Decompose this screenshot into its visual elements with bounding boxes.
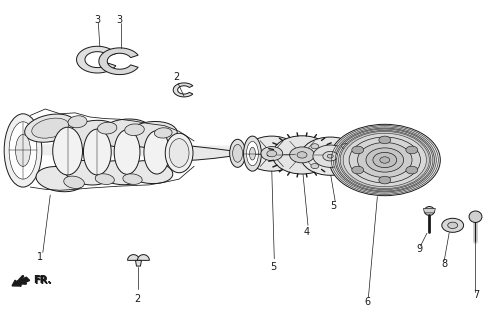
- Ellipse shape: [123, 174, 142, 184]
- Ellipse shape: [165, 133, 193, 173]
- Circle shape: [301, 137, 360, 175]
- Text: 5: 5: [331, 201, 337, 211]
- Circle shape: [267, 150, 277, 157]
- Circle shape: [311, 164, 319, 169]
- Circle shape: [342, 144, 350, 149]
- FancyArrow shape: [12, 277, 30, 286]
- Ellipse shape: [98, 119, 151, 147]
- Circle shape: [366, 148, 404, 172]
- Circle shape: [373, 152, 397, 168]
- Ellipse shape: [9, 122, 37, 179]
- Ellipse shape: [4, 114, 42, 187]
- Circle shape: [290, 147, 315, 163]
- Ellipse shape: [249, 147, 255, 160]
- Circle shape: [245, 136, 299, 171]
- Circle shape: [380, 157, 390, 163]
- Ellipse shape: [36, 166, 84, 192]
- Circle shape: [340, 131, 429, 189]
- Ellipse shape: [469, 211, 482, 222]
- Ellipse shape: [95, 174, 114, 184]
- Polygon shape: [173, 83, 193, 97]
- Circle shape: [337, 129, 433, 191]
- Circle shape: [349, 137, 420, 183]
- Ellipse shape: [114, 130, 140, 174]
- Circle shape: [442, 218, 464, 232]
- Polygon shape: [77, 46, 116, 73]
- Ellipse shape: [15, 134, 30, 166]
- Ellipse shape: [53, 127, 83, 175]
- Circle shape: [330, 124, 440, 196]
- Ellipse shape: [64, 176, 84, 188]
- Polygon shape: [138, 255, 150, 260]
- Ellipse shape: [230, 139, 246, 167]
- Text: 4: 4: [304, 227, 310, 237]
- Circle shape: [448, 222, 458, 228]
- Circle shape: [297, 152, 307, 158]
- Circle shape: [323, 151, 337, 161]
- Polygon shape: [136, 260, 142, 266]
- Ellipse shape: [126, 122, 177, 148]
- Ellipse shape: [32, 118, 69, 138]
- Circle shape: [313, 145, 347, 167]
- Circle shape: [379, 136, 391, 144]
- Ellipse shape: [83, 129, 111, 175]
- Circle shape: [406, 146, 418, 154]
- Ellipse shape: [65, 161, 110, 185]
- Ellipse shape: [424, 206, 434, 215]
- Circle shape: [379, 176, 391, 184]
- Text: 1: 1: [37, 252, 43, 262]
- Circle shape: [272, 136, 332, 174]
- Ellipse shape: [244, 136, 261, 171]
- Polygon shape: [423, 208, 435, 213]
- Circle shape: [343, 133, 426, 187]
- Polygon shape: [99, 48, 138, 75]
- Text: 8: 8: [441, 259, 447, 268]
- Ellipse shape: [247, 141, 258, 166]
- Ellipse shape: [68, 116, 87, 128]
- Ellipse shape: [25, 114, 76, 142]
- Text: FR.: FR.: [33, 276, 51, 285]
- Text: 3: 3: [94, 15, 100, 25]
- Ellipse shape: [233, 144, 243, 162]
- Ellipse shape: [97, 122, 117, 134]
- Polygon shape: [20, 144, 239, 157]
- Ellipse shape: [66, 120, 119, 149]
- Ellipse shape: [144, 131, 169, 174]
- Text: 9: 9: [416, 244, 422, 254]
- Ellipse shape: [169, 139, 189, 167]
- Ellipse shape: [125, 124, 144, 136]
- Ellipse shape: [126, 161, 173, 184]
- Circle shape: [333, 127, 436, 193]
- Polygon shape: [181, 145, 236, 161]
- Text: 3: 3: [117, 15, 123, 25]
- Circle shape: [357, 142, 412, 178]
- Ellipse shape: [155, 128, 172, 138]
- Polygon shape: [128, 255, 140, 260]
- Text: 7: 7: [473, 291, 480, 300]
- Ellipse shape: [96, 161, 143, 185]
- Circle shape: [311, 144, 319, 149]
- Circle shape: [261, 147, 283, 161]
- Text: 2: 2: [134, 293, 140, 304]
- Text: 5: 5: [270, 262, 276, 272]
- Circle shape: [406, 166, 418, 174]
- Text: 6: 6: [364, 297, 370, 307]
- Circle shape: [352, 146, 364, 154]
- Text: FR.: FR.: [34, 276, 52, 286]
- Text: 2: 2: [173, 72, 180, 82]
- Circle shape: [352, 166, 364, 174]
- Circle shape: [328, 154, 333, 158]
- Circle shape: [342, 164, 350, 169]
